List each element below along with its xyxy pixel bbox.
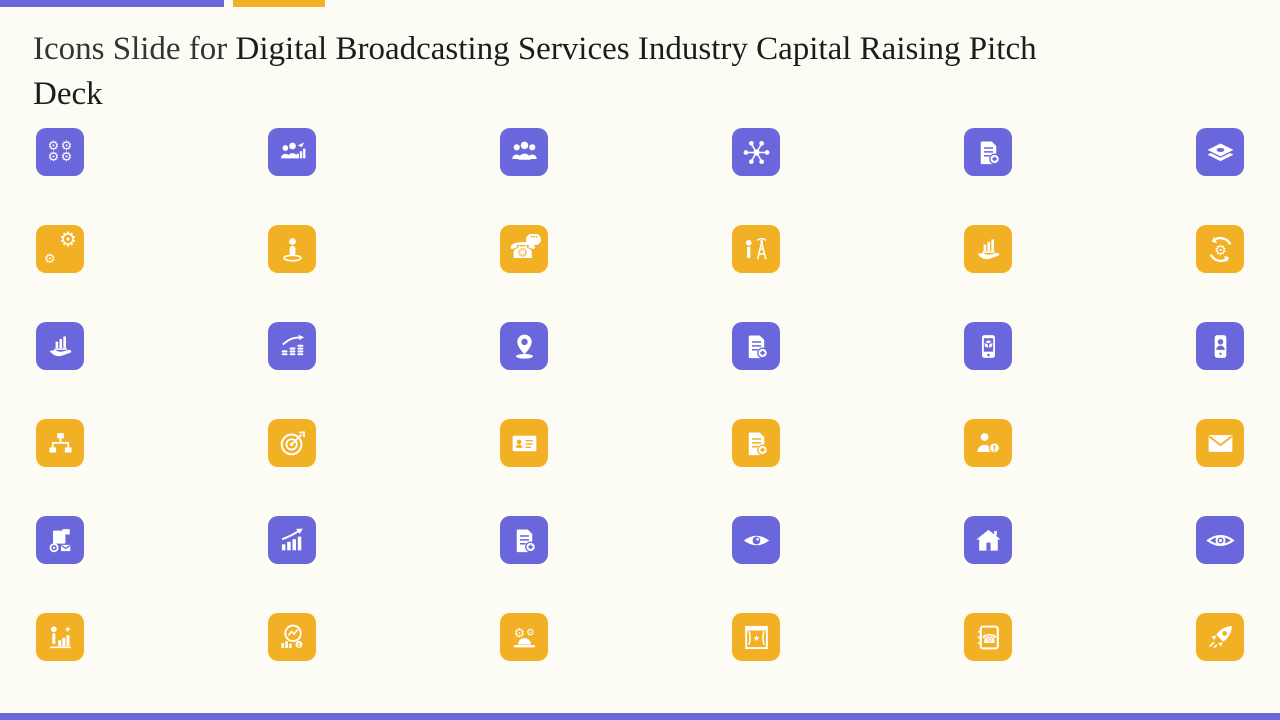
delivery-package-icon — [43, 523, 77, 557]
people-network-icon — [739, 135, 773, 169]
analytics-magnifier-icon: $ — [275, 620, 309, 654]
icon-tile-delivery-package — [36, 516, 84, 564]
svg-text:⚙: ⚙ — [513, 626, 525, 641]
icon-row-4: ! — [36, 419, 1244, 467]
stage-frame-icon: ★ — [739, 620, 773, 654]
icon-tile-rocket — [1196, 613, 1244, 661]
icon-tile-people-network — [732, 128, 780, 176]
industry-gears-icon: ⚙ ⚙ — [507, 620, 541, 654]
icon-tile-mobile-package — [964, 322, 1012, 370]
page-title-main: Digital Broadcasting Services Industry C… — [33, 31, 1037, 113]
phone-chat-icon: ☎ ··· — [507, 232, 541, 266]
hand-chart-icon — [43, 329, 77, 363]
icon-tile-phone-chat: ☎ ··· — [500, 225, 548, 273]
icon-tile-document-add — [500, 516, 548, 564]
icon-tile-industry-gears: ⚙ ⚙ — [500, 613, 548, 661]
icon-tile-mobile-contact — [1196, 322, 1244, 370]
icon-tile-target-dart — [268, 419, 316, 467]
icon-row-6: $ ⚙ ⚙ ★ ☎ — [36, 613, 1244, 661]
icon-tile-process-cycle-gear: ⚙ — [1196, 225, 1244, 273]
icon-tile-hand-chart — [36, 322, 84, 370]
growth-bar-arrow-icon — [275, 523, 309, 557]
icon-tile-gears-cluster: ⚙ ⚙ ⚙ ⚙ — [36, 128, 84, 176]
document-add-icon — [739, 426, 773, 460]
svg-text:☎: ☎ — [981, 632, 996, 646]
icon-row-5 — [36, 516, 1244, 564]
team-growth-chart-icon — [275, 135, 309, 169]
page-title-prefix: Icons Slide for — [33, 31, 236, 68]
mobile-contact-icon — [1203, 329, 1237, 363]
location-pin-icon — [507, 329, 541, 363]
money-stack-icon — [1203, 135, 1237, 169]
person-alert-icon: ! — [971, 426, 1005, 460]
icon-row-2: ⚙ ⚙ ☎ ··· ⚙ — [36, 225, 1244, 273]
document-add-icon — [739, 329, 773, 363]
page-title: Icons Slide for Digital Broadcasting Ser… — [33, 27, 1083, 117]
document-add-icon — [971, 135, 1005, 169]
icon-tile-phone-directory: ☎ — [964, 613, 1012, 661]
icon-row-3 — [36, 322, 1244, 370]
icon-tile-analytics-magnifier: $ — [268, 613, 316, 661]
document-add-icon — [507, 523, 541, 557]
icon-tile-team-growth-chart — [268, 128, 316, 176]
id-card-icon — [507, 426, 541, 460]
target-dart-icon — [275, 426, 309, 460]
team-group-icon — [507, 135, 541, 169]
icon-tile-person-alert: ! — [964, 419, 1012, 467]
icon-tile-gears-pair: ⚙ ⚙ — [36, 225, 84, 273]
icon-tile-broadcast-engineer — [732, 225, 780, 273]
svg-text:⚙: ⚙ — [1214, 243, 1227, 259]
icon-tile-home — [964, 516, 1012, 564]
icon-tile-id-card — [500, 419, 548, 467]
icon-tile-envelope — [1196, 419, 1244, 467]
bottom-accent-bar — [0, 713, 1280, 720]
eye-outline-icon — [1203, 523, 1237, 557]
icon-tile-document-add — [732, 322, 780, 370]
person-location-icon — [275, 232, 309, 266]
top-accent-bar-yellow — [233, 0, 325, 7]
icon-tile-growth-bar-arrow — [268, 516, 316, 564]
broadcast-engineer-icon — [739, 232, 773, 266]
icon-tile-presentation-person-chart — [36, 613, 84, 661]
icon-grid: ⚙ ⚙ ⚙ ⚙ ⚙ ⚙ ☎ ··· ⚙! $ ⚙ ⚙ ★ ☎ — [36, 128, 1244, 710]
mobile-package-icon — [971, 329, 1005, 363]
icon-tile-document-add — [964, 128, 1012, 176]
icon-tile-document-add — [732, 419, 780, 467]
icon-tile-hand-chart — [964, 225, 1012, 273]
svg-text:★: ★ — [752, 632, 760, 642]
top-accent-bar-purple — [0, 0, 224, 7]
icon-tile-coins-growth-arrow — [268, 322, 316, 370]
org-hierarchy-icon — [43, 426, 77, 460]
icon-tile-eye-solid — [732, 516, 780, 564]
icon-tile-eye-outline — [1196, 516, 1244, 564]
process-cycle-gear-icon: ⚙ — [1203, 232, 1237, 266]
icon-tile-stage-frame: ★ — [732, 613, 780, 661]
home-icon — [971, 523, 1005, 557]
icon-tile-location-pin — [500, 322, 548, 370]
svg-text:$: $ — [296, 641, 300, 649]
presentation-person-chart-icon — [43, 620, 77, 654]
svg-text:⚙: ⚙ — [526, 627, 535, 638]
coins-growth-arrow-icon — [275, 329, 309, 363]
eye-solid-icon — [739, 523, 773, 557]
phone-directory-icon: ☎ — [971, 620, 1005, 654]
gears-pair-icon: ⚙ ⚙ — [44, 227, 77, 267]
icon-tile-team-group — [500, 128, 548, 176]
icon-tile-org-hierarchy — [36, 419, 84, 467]
icon-row-1: ⚙ ⚙ ⚙ ⚙ — [36, 128, 1244, 176]
icon-tile-person-location — [268, 225, 316, 273]
envelope-icon — [1203, 426, 1237, 460]
gears-cluster-icon: ⚙ ⚙ ⚙ ⚙ — [47, 139, 73, 165]
svg-text:!: ! — [992, 444, 996, 454]
hand-chart-icon — [971, 232, 1005, 266]
rocket-icon — [1203, 620, 1237, 654]
icon-tile-money-stack — [1196, 128, 1244, 176]
